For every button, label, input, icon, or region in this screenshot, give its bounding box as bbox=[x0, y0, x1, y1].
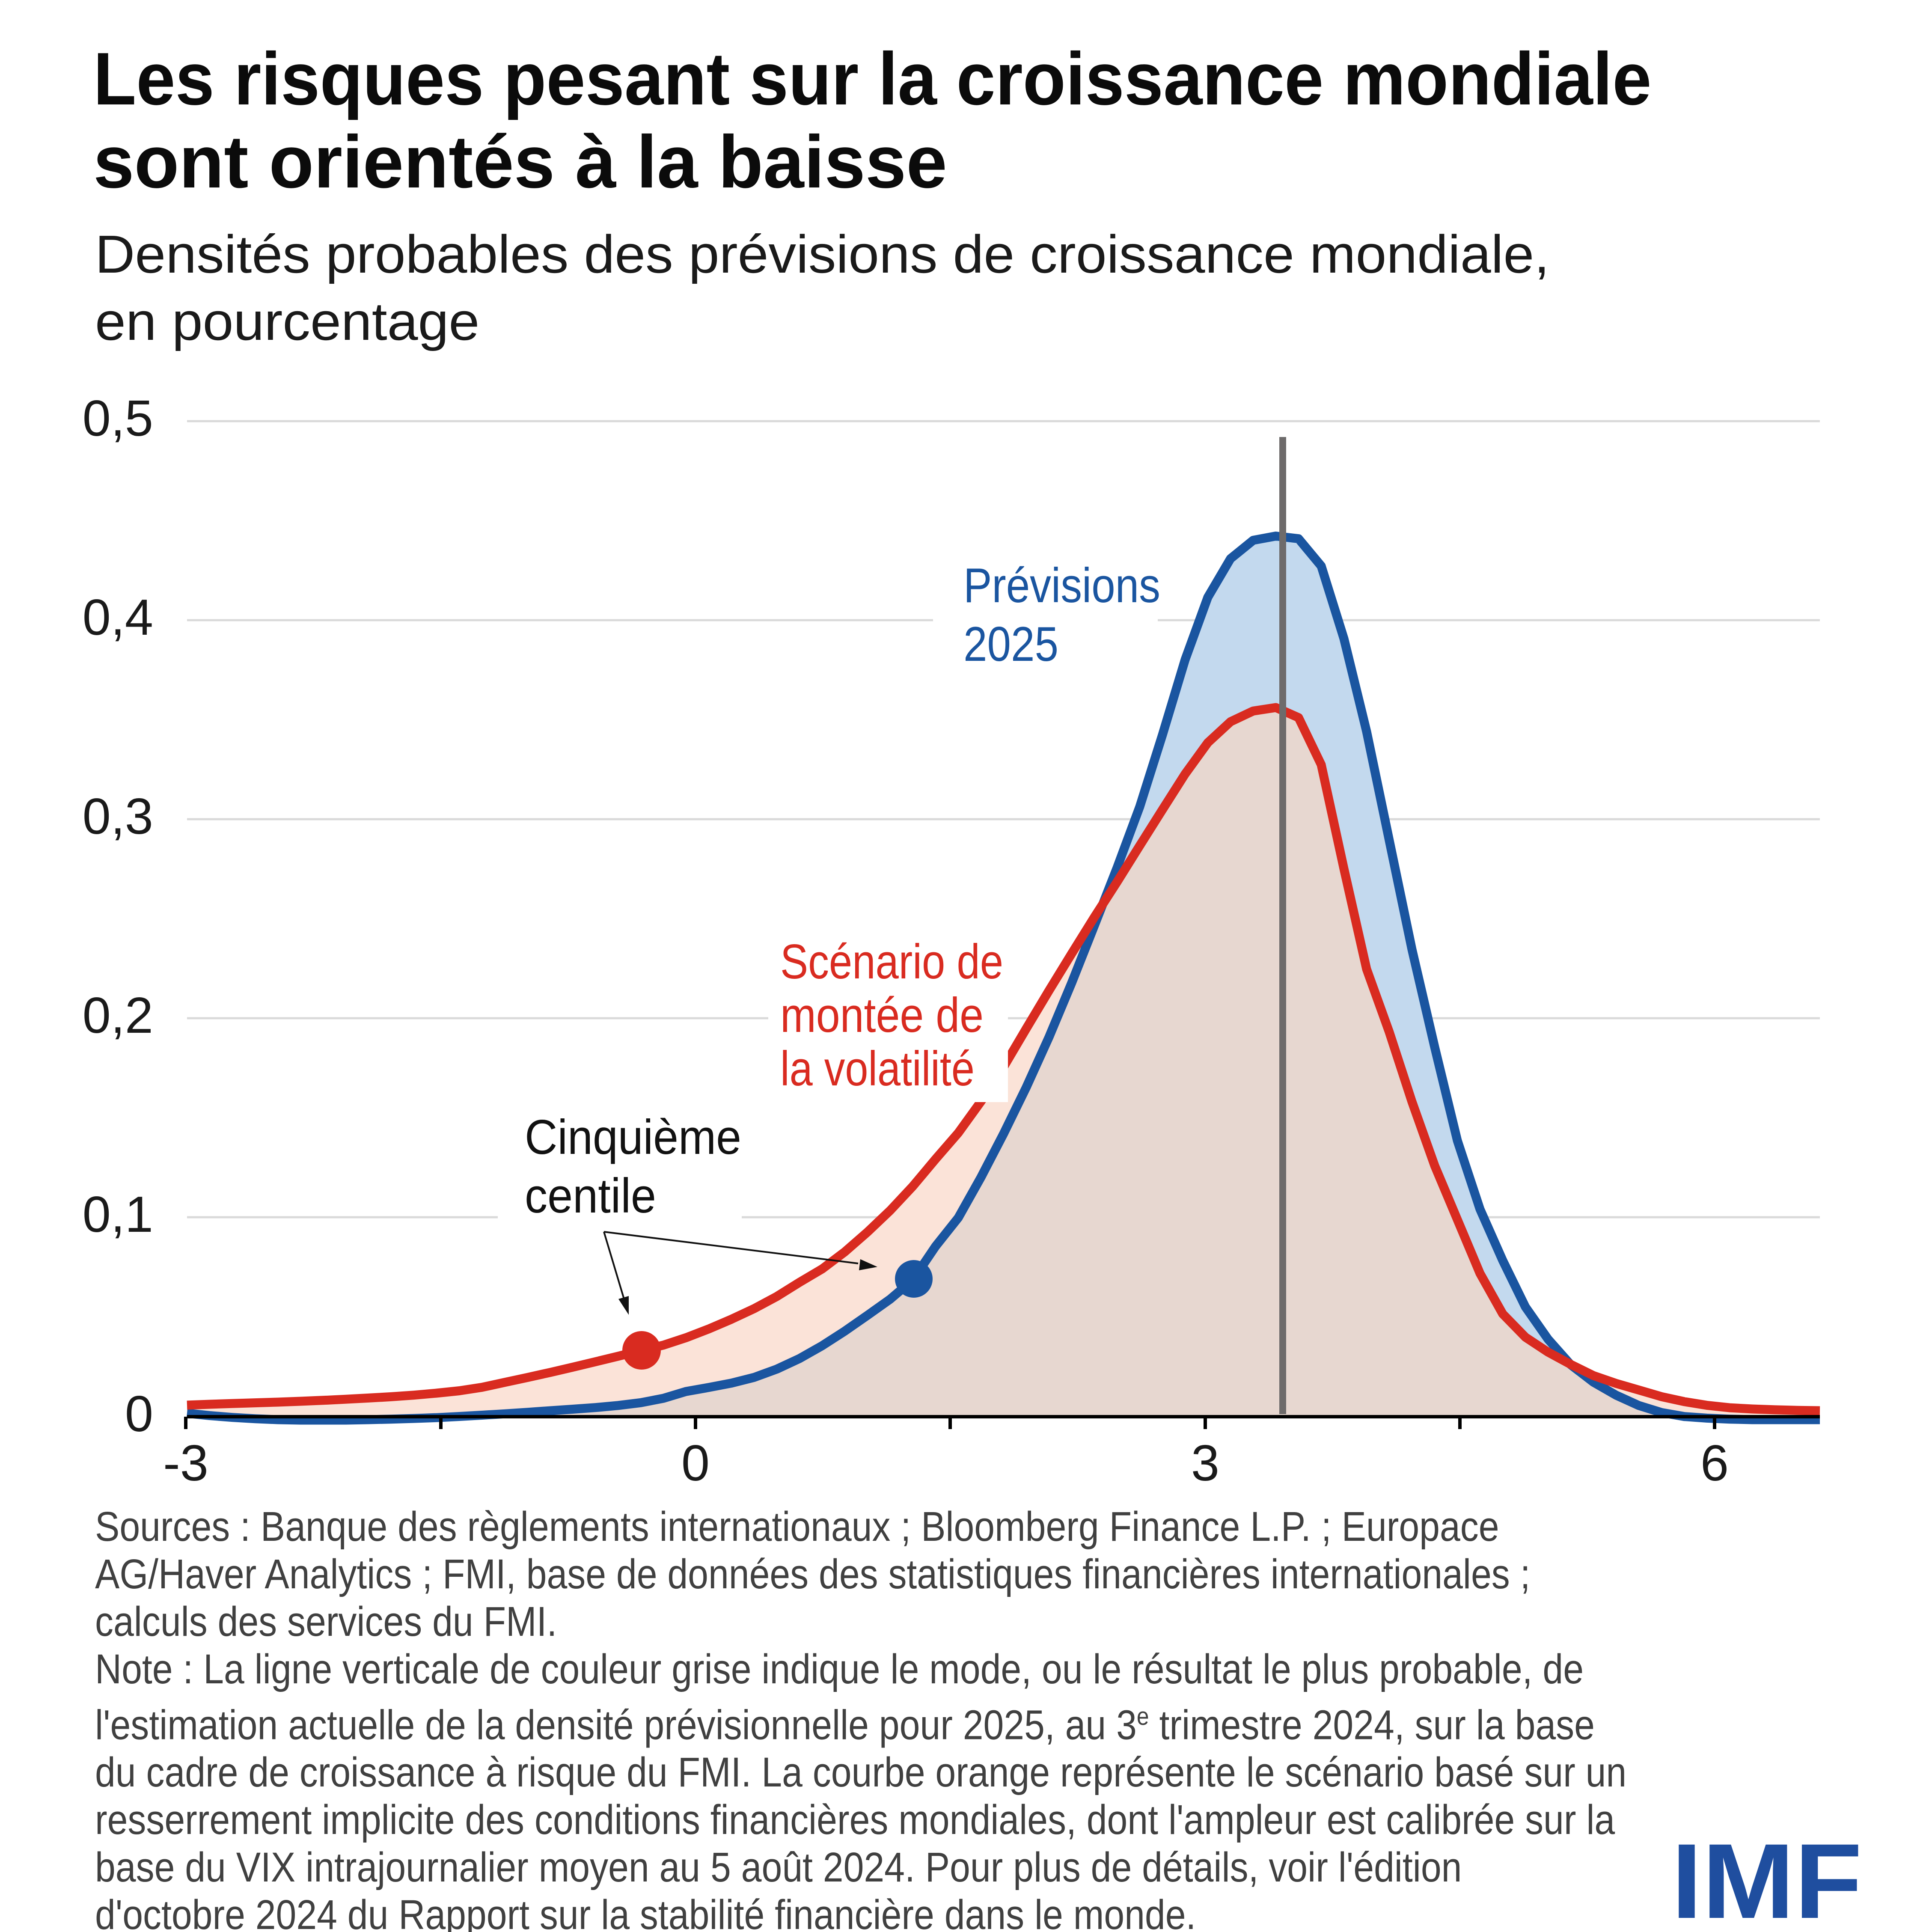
svg-text:0,3: 0,3 bbox=[83, 788, 153, 845]
svg-text:la volatilité: la volatilité bbox=[780, 1042, 975, 1096]
svg-text:0,5: 0,5 bbox=[83, 390, 153, 447]
svg-text:montée de: montée de bbox=[780, 988, 984, 1043]
svg-text:0,4: 0,4 bbox=[83, 589, 153, 646]
svg-text:3: 3 bbox=[1191, 1435, 1219, 1492]
svg-text:6: 6 bbox=[1700, 1435, 1729, 1492]
svg-text:Cinquième: Cinquième bbox=[525, 1110, 741, 1165]
svg-text:centile: centile bbox=[525, 1169, 656, 1223]
svg-text:Prévisions: Prévisions bbox=[963, 559, 1160, 613]
svg-text:-3: -3 bbox=[163, 1435, 208, 1492]
svg-text:0: 0 bbox=[681, 1435, 710, 1492]
svg-text:2025: 2025 bbox=[963, 617, 1058, 672]
svg-text:0,1: 0,1 bbox=[83, 1186, 153, 1243]
svg-text:Scénario de: Scénario de bbox=[780, 935, 1003, 989]
svg-text:0: 0 bbox=[125, 1385, 153, 1442]
svg-text:0,2: 0,2 bbox=[83, 987, 153, 1044]
